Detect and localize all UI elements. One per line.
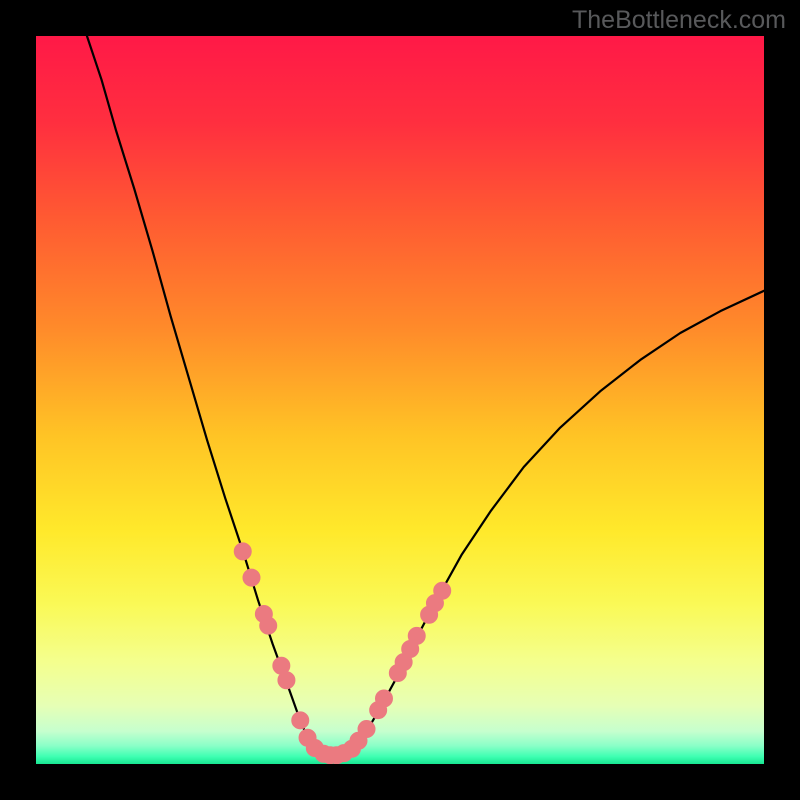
watermark-text: TheBottleneck.com bbox=[572, 6, 786, 35]
marker-point bbox=[278, 672, 295, 689]
chart-svg bbox=[36, 36, 764, 764]
marker-point bbox=[375, 690, 392, 707]
plot-area bbox=[36, 36, 764, 764]
marker-point bbox=[358, 721, 375, 738]
marker-point bbox=[243, 569, 260, 586]
marker-point bbox=[408, 627, 425, 644]
curve-path bbox=[87, 36, 764, 755]
markers-group bbox=[234, 543, 450, 764]
marker-point bbox=[234, 543, 251, 560]
marker-point bbox=[292, 712, 309, 729]
marker-point bbox=[260, 617, 277, 634]
marker-point bbox=[434, 582, 451, 599]
